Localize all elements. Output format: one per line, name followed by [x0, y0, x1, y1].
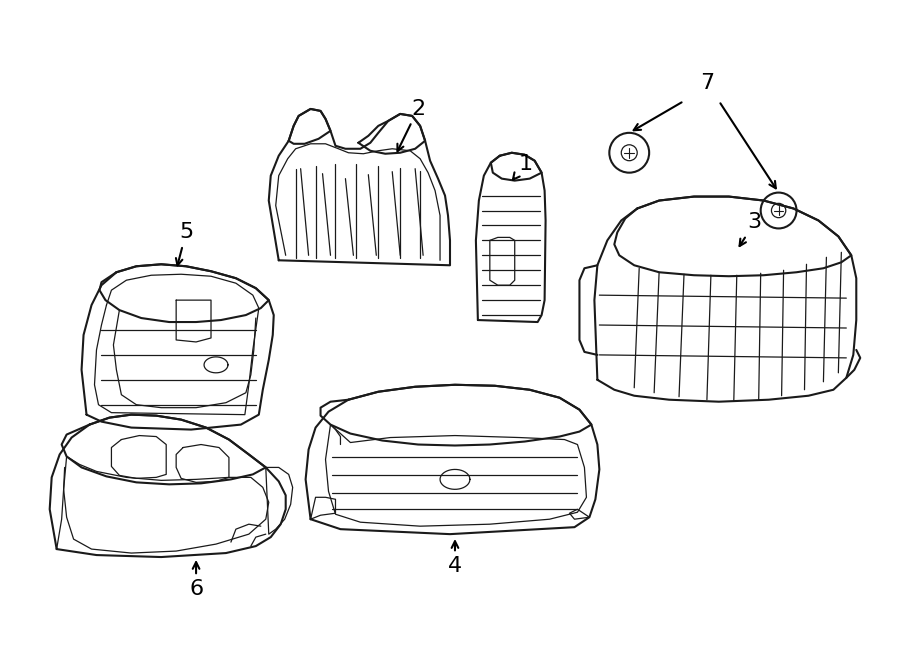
Polygon shape	[491, 153, 542, 180]
Polygon shape	[82, 264, 274, 430]
Polygon shape	[615, 196, 851, 276]
Polygon shape	[289, 109, 330, 144]
Polygon shape	[269, 109, 450, 265]
Polygon shape	[594, 196, 856, 402]
Text: 1: 1	[513, 154, 533, 180]
Text: 5: 5	[176, 222, 194, 265]
Text: 4: 4	[448, 541, 462, 576]
Polygon shape	[320, 385, 591, 446]
Polygon shape	[358, 114, 425, 154]
Polygon shape	[50, 414, 285, 557]
Text: 7: 7	[700, 73, 714, 93]
Text: 2: 2	[398, 99, 425, 151]
Polygon shape	[476, 153, 545, 322]
Polygon shape	[100, 264, 269, 322]
Text: 6: 6	[189, 562, 203, 599]
Polygon shape	[306, 385, 599, 534]
Polygon shape	[61, 414, 266, 485]
Text: 3: 3	[740, 212, 761, 246]
